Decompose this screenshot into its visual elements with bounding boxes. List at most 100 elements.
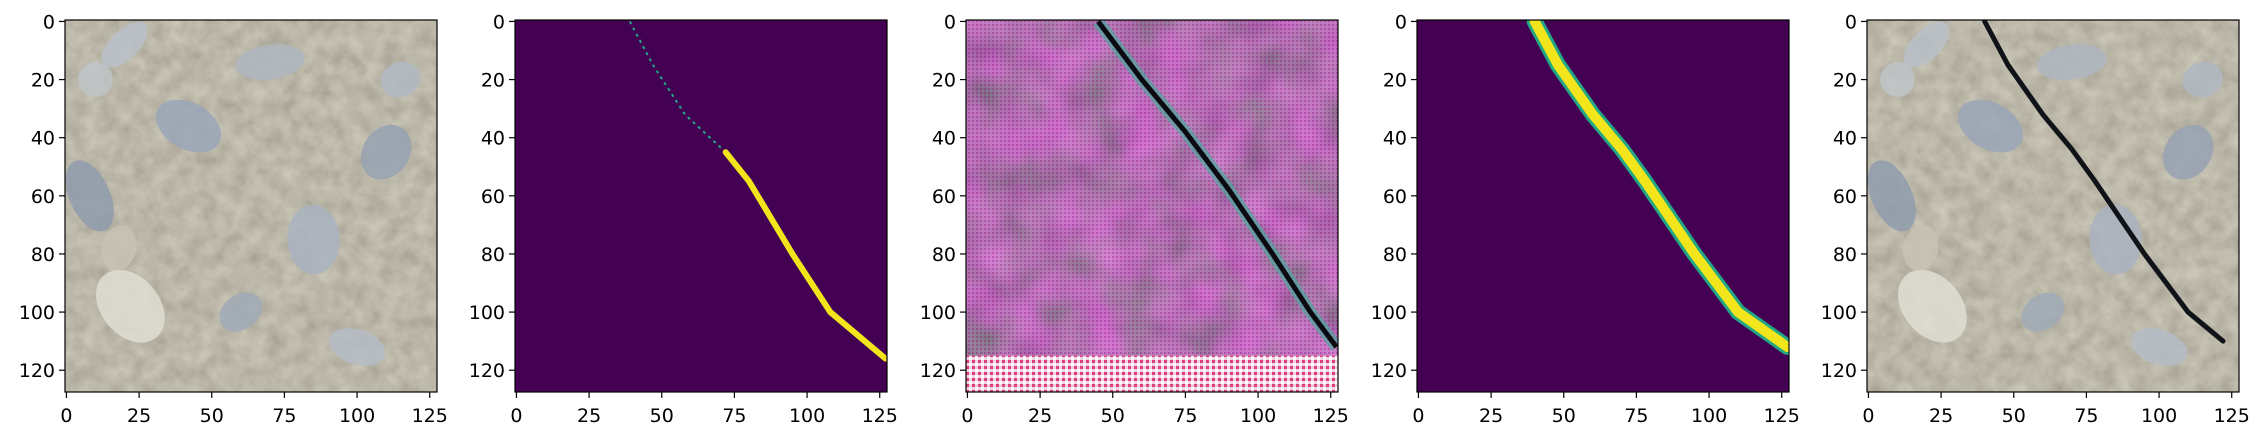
crack-thin [628,21,727,153]
y-tick-label: 0 [493,11,505,33]
y-tick-label: 120 [1821,360,1857,382]
pebble [2037,44,2107,81]
pebble [100,225,137,272]
pebble [65,160,114,232]
pebble [2182,61,2223,98]
panel-overlay: 0 25 50 75 100 125 0 20 40 60 80 100 120 [1821,11,2250,427]
y-tick-label: 120 [469,360,505,382]
y-tick-label: 100 [920,302,956,324]
y-tick-label: 20 [481,70,505,92]
pebble [2021,292,2065,332]
y-tick-label: 80 [932,244,956,266]
x-tick-label: 0 [1862,405,1874,427]
x-tick-label: 0 [60,405,72,427]
pebble [360,124,412,180]
y-tick-label: 0 [43,11,55,33]
y-tick-label: 100 [1821,302,1857,324]
axes-frame [1416,19,1790,393]
x-tick-label: 75 [272,405,296,427]
overlay-image [1867,20,2239,392]
pebble [380,61,421,98]
y-tick-label: 60 [1833,186,1857,208]
pebble [101,21,148,68]
pebble [219,292,263,332]
x-tick-label: 0 [1412,405,1424,427]
y-tick-label: 60 [932,186,956,208]
mask-background [515,20,887,392]
x-tick-label: 125 [1764,405,1800,427]
y-tick-label: 60 [31,186,55,208]
y-tick-label: 0 [1395,11,1407,33]
x-tick-label: 125 [862,405,898,427]
panel-feature-visualization: 0 25 50 75 100 125 0 20 40 60 80 100 120 [920,11,1349,427]
x-tick-label: 25 [1929,405,1953,427]
x-tick-label: 100 [1691,405,1727,427]
axes-frame [514,19,888,393]
feature-stripe-band [966,355,1338,392]
x-tick-label: 100 [2141,405,2177,427]
y-tick-label: 40 [1833,128,1857,150]
predicted-mask-image [1417,20,1789,392]
y-tick-label: 100 [1371,302,1407,324]
input-image-image [65,20,437,392]
x-tick-label: 125 [412,405,448,427]
pebble [1898,269,1967,343]
pebble [1903,21,1950,68]
pebble [78,62,113,98]
pebble [235,44,305,81]
x-tick-label: 0 [510,405,522,427]
x-tick-label: 25 [1028,405,1052,427]
crack-core [1529,20,1789,352]
pebble [1867,160,1916,232]
axes-frame [64,19,438,393]
x-tick-label: 0 [961,405,973,427]
y-tick-label: 20 [932,70,956,92]
y-tick-label: 0 [944,11,956,33]
x-tick-label: 125 [1313,405,1349,427]
x-tick-label: 25 [577,405,601,427]
x-tick-label: 50 [1101,405,1125,427]
y-tick-label: 60 [481,186,505,208]
y-tick-label: 80 [31,244,55,266]
pebble [1957,99,2024,153]
x-tick-label: 100 [789,405,825,427]
x-tick-label: 50 [200,405,224,427]
x-tick-label: 125 [2214,405,2250,427]
pebble [2089,204,2142,275]
y-tick-label: 40 [481,128,505,150]
y-tick-label: 60 [1383,186,1407,208]
crack-overlay [1982,20,2226,344]
pebble [2130,328,2188,366]
feature-checker [966,20,1338,392]
panel-input-image: 0 25 50 75 100 125 0 20 40 60 80 100 120 [19,11,448,427]
pebble [96,269,165,343]
y-tick-label: 20 [1383,70,1407,92]
y-tick-label: 20 [31,70,55,92]
x-tick-label: 25 [127,405,151,427]
pebble [155,99,222,153]
feature-visualization-image [966,20,1338,392]
pebble [2162,124,2214,180]
pebble [1902,225,1939,272]
x-tick-label: 50 [1552,405,1576,427]
mask-background [1417,20,1789,392]
x-tick-label: 50 [2002,405,2026,427]
crack-thick [722,149,887,362]
pebble [287,204,340,275]
y-tick-label: 120 [1371,360,1407,382]
y-tick-label: 40 [932,128,956,150]
axes-frame [965,19,1339,393]
y-tick-label: 120 [19,360,55,382]
pebble [328,328,386,366]
panel-ground-truth-mask: 0 25 50 75 100 125 0 20 40 60 80 100 120 [469,11,898,427]
x-tick-label: 100 [1240,405,1276,427]
y-tick-label: 40 [31,128,55,150]
y-tick-label: 100 [469,302,505,324]
x-tick-label: 75 [2074,405,2098,427]
y-tick-label: 80 [1833,244,1857,266]
x-tick-label: 25 [1479,405,1503,427]
x-tick-label: 100 [339,405,375,427]
panels-group: 0 25 50 75 100 125 0 20 40 60 80 100 120 0 25 50 75 100 12… [19,11,2250,427]
